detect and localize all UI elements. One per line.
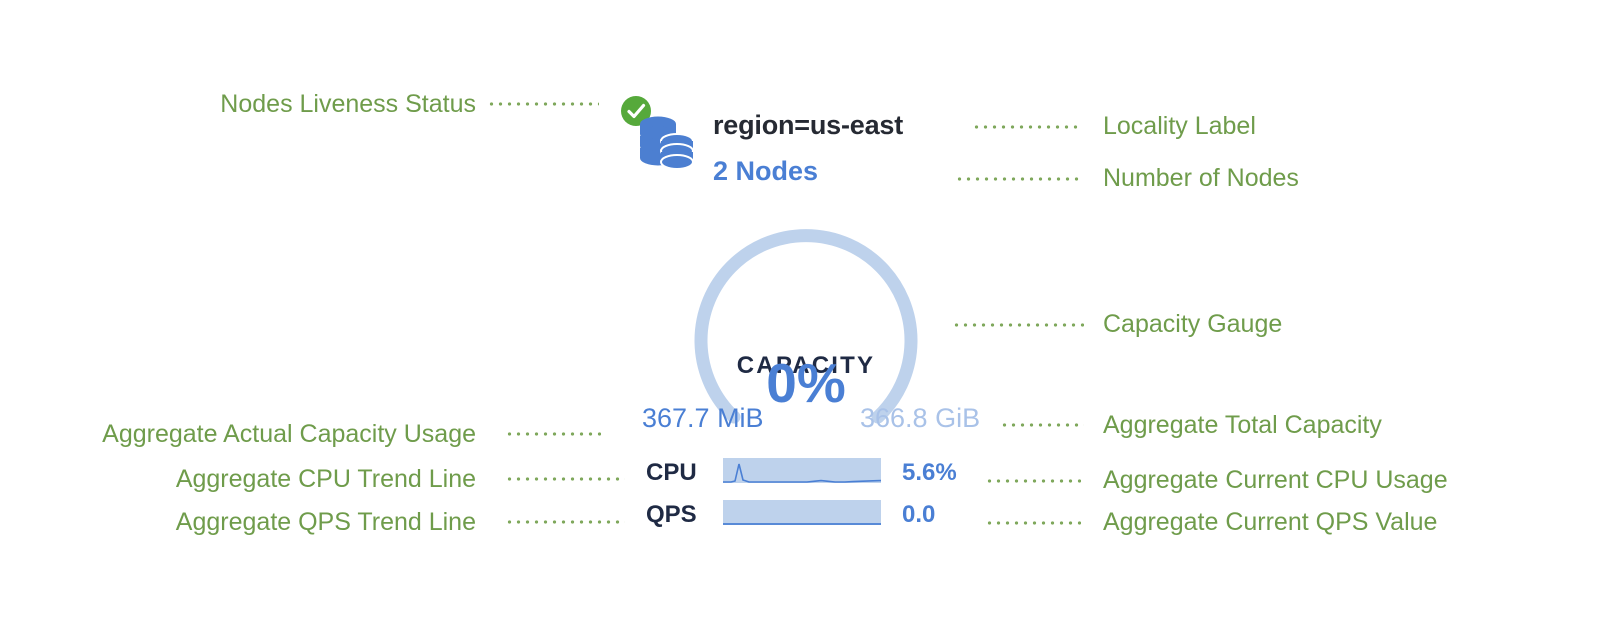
leader-line-aggregate-current-qps-value	[985, 521, 1081, 525]
capacity-gauge-arc	[672, 198, 940, 428]
leader-line-aggregate-actual-capacity-usage	[505, 432, 601, 436]
node-summary-widget: region=us-east 2 Nodes CAPACITY 0% 367.7…	[620, 86, 980, 536]
metric-row-qps: QPS 0.0	[646, 498, 976, 528]
annotation-aggregate-qps-trend-line: Aggregate QPS Trend Line	[175, 508, 476, 536]
leader-line-nodes-liveness-status	[487, 102, 599, 106]
nodes-count-text: 2 Nodes	[713, 156, 819, 186]
leader-line-capacity-gauge	[952, 323, 1084, 327]
leader-line-aggregate-qps-trend-line	[505, 520, 625, 524]
annotation-aggregate-total-capacity: Aggregate Total Capacity	[1103, 411, 1382, 439]
annotation-number-of-nodes: Number of Nodes	[1103, 164, 1299, 192]
capacity-gauge-caption: CAPACITY	[736, 352, 876, 379]
leader-line-aggregate-cpu-trend-line	[505, 477, 625, 481]
qps-trend-sparkline	[723, 500, 881, 525]
annotation-aggregate-current-qps-value: Aggregate Current QPS Value	[1103, 508, 1438, 536]
metric-value-qps: 0.0	[902, 501, 936, 528]
leader-line-locality-label	[972, 125, 1082, 129]
database-stack-icon	[634, 115, 696, 175]
annotation-locality-label: Locality Label	[1103, 112, 1256, 140]
leader-line-aggregate-total-capacity	[1000, 423, 1084, 427]
annotation-nodes-liveness-status: Nodes Liveness Status	[220, 90, 476, 118]
capacity-used-value: 367.7 MiB	[642, 403, 764, 433]
annotation-aggregate-actual-capacity-usage: Aggregate Actual Capacity Usage	[102, 420, 476, 448]
metric-label-cpu: CPU	[646, 459, 697, 486]
metric-label-qps: QPS	[646, 501, 697, 528]
cpu-trend-sparkline	[723, 458, 881, 483]
leader-line-aggregate-current-cpu-usage	[985, 479, 1081, 483]
check-circle-icon	[620, 95, 652, 127]
leader-line-number-of-nodes	[955, 177, 1083, 181]
capacity-gauge-percent: 0%	[766, 352, 846, 414]
annotation-capacity-gauge: Capacity Gauge	[1103, 310, 1283, 338]
metric-value-cpu: 5.6%	[902, 459, 957, 486]
annotation-aggregate-current-cpu-usage: Aggregate Current CPU Usage	[1103, 466, 1448, 494]
capacity-total-value: 366.8 GiB	[860, 403, 981, 433]
metric-row-cpu: CPU 5.6%	[646, 456, 976, 486]
annotation-aggregate-cpu-trend-line: Aggregate CPU Trend Line	[175, 465, 476, 493]
locality-label-text: region=us-east	[713, 110, 904, 140]
